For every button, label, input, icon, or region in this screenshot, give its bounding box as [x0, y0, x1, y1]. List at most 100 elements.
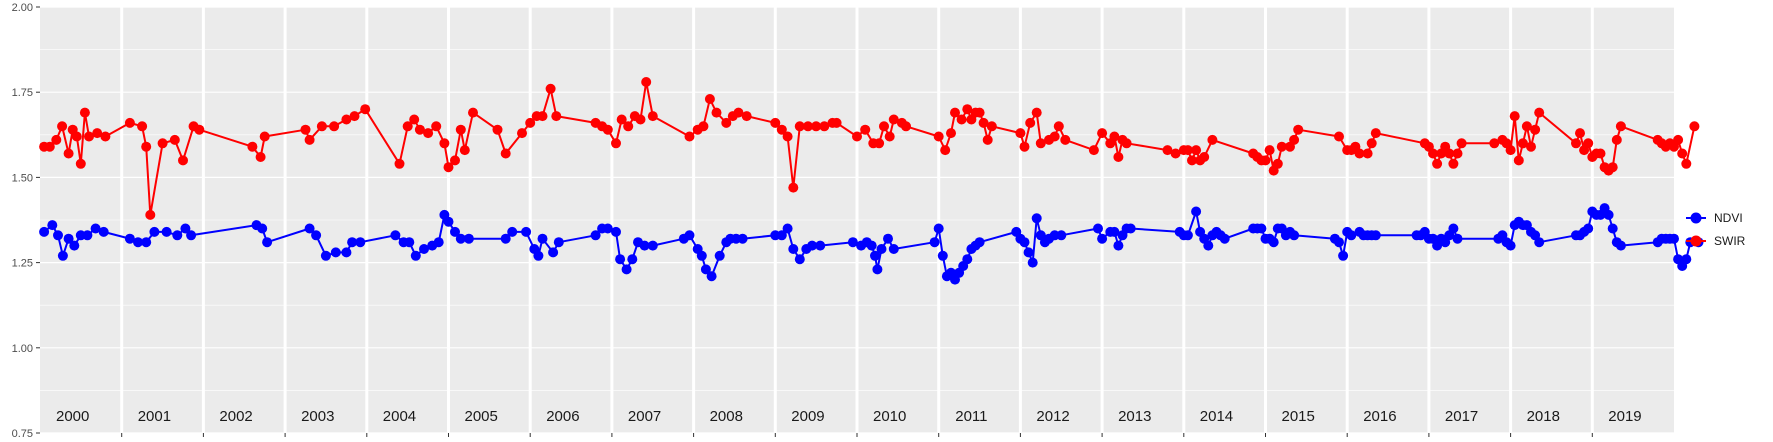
swir-point	[141, 141, 152, 152]
ndvi-point	[1113, 240, 1124, 251]
swir-point	[616, 114, 627, 125]
ndvi-point	[1097, 233, 1108, 244]
ndvi-point	[404, 237, 415, 248]
swir-point	[974, 107, 985, 118]
swir-point	[492, 124, 503, 135]
ndvi-point	[621, 264, 632, 275]
swir-point	[551, 111, 562, 122]
ndvi-point	[98, 226, 109, 237]
ndvi-point	[341, 247, 352, 258]
ndvi-point	[262, 237, 273, 248]
swir-point	[1272, 158, 1283, 169]
ndvi-point	[463, 233, 474, 244]
ndvi-point	[1583, 223, 1594, 234]
swir-point	[443, 162, 454, 173]
swir-point	[831, 117, 842, 128]
swir-point	[1031, 107, 1042, 118]
swir-point	[1207, 134, 1218, 145]
swir-point	[450, 155, 460, 166]
legend-label-ndvi: NDVI	[1714, 211, 1743, 225]
ndvi-point	[639, 240, 650, 251]
ndvi-point	[700, 264, 711, 275]
y-tick-label: 1.25	[12, 258, 33, 270]
swir-point	[145, 209, 156, 220]
ndvi-point	[962, 254, 973, 265]
year-label-2013: 2013	[1118, 408, 1151, 425]
ndvi-point	[410, 250, 421, 261]
swir-point	[770, 117, 781, 128]
swir-point	[300, 124, 311, 135]
swir-point	[259, 131, 270, 142]
ndvi-point	[172, 230, 183, 241]
ndvi-point	[1268, 237, 1279, 248]
ndvi-point	[847, 237, 858, 248]
swir-point	[44, 141, 55, 152]
swir-point	[1432, 158, 1443, 169]
swir-point	[157, 138, 168, 149]
swir-point	[1513, 155, 1524, 166]
swir-point	[1191, 145, 1202, 156]
ndvi-point	[974, 237, 985, 248]
ndvi-point	[866, 240, 877, 251]
swir-point	[1370, 128, 1381, 139]
swir-point	[409, 114, 420, 125]
year-label-2004: 2004	[383, 408, 416, 425]
swir-point	[641, 77, 652, 87]
swir-point	[194, 124, 205, 135]
ndvi-point	[1256, 223, 1267, 234]
swir-point	[788, 182, 799, 193]
ndvi-point	[390, 230, 401, 241]
ndvi-point	[870, 250, 880, 261]
swir-point	[1505, 145, 1516, 156]
swir-point	[1019, 141, 1030, 152]
ndvi-point	[611, 226, 621, 237]
ndvi-point	[1370, 230, 1381, 241]
ndvi-point	[419, 244, 429, 254]
swir-point	[1677, 148, 1688, 159]
ndvi-point	[1023, 247, 1034, 258]
swir-point	[888, 114, 899, 125]
swir-point	[721, 117, 732, 128]
ndvi-point	[533, 250, 544, 261]
swir-point	[1615, 121, 1626, 132]
ndvi-point	[537, 233, 548, 244]
swir-point	[782, 131, 793, 142]
swir-point	[1025, 117, 1036, 128]
swir-point	[1264, 145, 1275, 156]
swir-point	[623, 121, 634, 132]
swir-point	[1035, 138, 1046, 149]
swir-point	[986, 121, 997, 132]
ndvi-point	[782, 223, 793, 234]
swir-point	[1113, 152, 1124, 162]
ndvi-point	[714, 250, 725, 261]
ndvi-point	[1534, 237, 1545, 248]
legend: NDVI SWIR	[1686, 211, 1746, 248]
swir-point	[537, 111, 548, 122]
swir-point	[71, 131, 82, 142]
ndvi-point	[257, 223, 268, 234]
swir-point	[684, 131, 695, 142]
swir-point	[247, 141, 258, 152]
swir-point	[1681, 158, 1692, 169]
ndvi-point	[330, 247, 341, 258]
ndvi-point	[149, 226, 160, 237]
swir-point	[1162, 145, 1173, 156]
swir-point	[982, 134, 993, 145]
swir-point	[1199, 152, 1210, 162]
ndvi-point	[1615, 240, 1626, 251]
year-label-2018: 2018	[1527, 408, 1560, 425]
ndvi-point	[776, 230, 787, 241]
swir-point	[1448, 158, 1459, 169]
year-label-2006: 2006	[546, 408, 579, 425]
year-label-2008: 2008	[710, 408, 743, 425]
swir-point	[1452, 148, 1463, 159]
ndvi-point	[186, 230, 197, 241]
ndvi-point	[1289, 230, 1300, 241]
swir-point	[933, 131, 944, 142]
swir-point	[1182, 145, 1193, 156]
swir-point	[860, 124, 871, 135]
ndvi-point	[47, 220, 58, 231]
ndvi-point	[615, 254, 626, 265]
year-label-2016: 2016	[1363, 408, 1396, 425]
